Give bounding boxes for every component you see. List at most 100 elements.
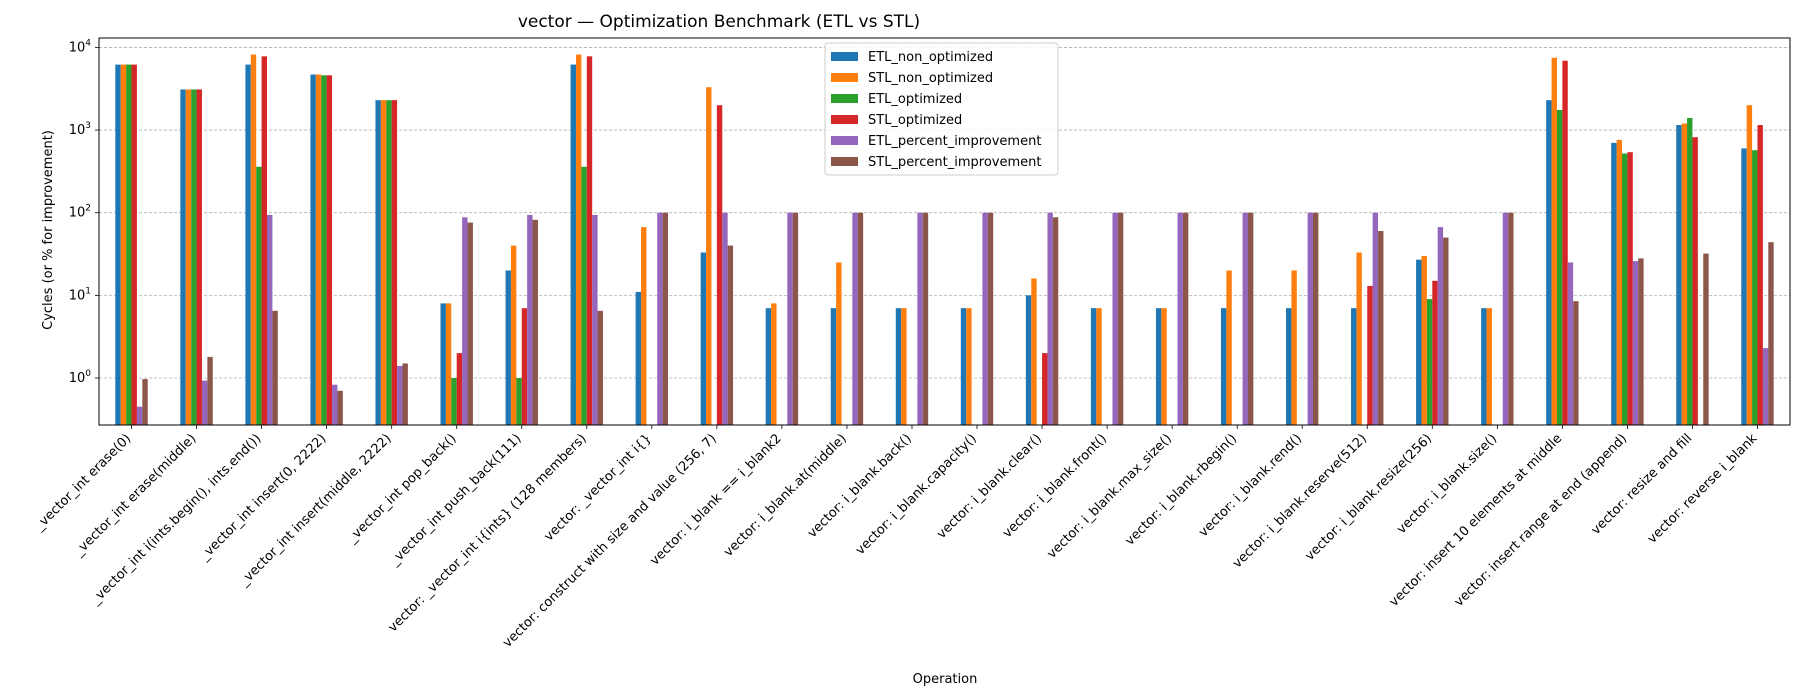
x-axis-label: Operation bbox=[913, 672, 978, 687]
bar bbox=[787, 212, 793, 425]
bar bbox=[1378, 231, 1384, 425]
bar bbox=[1567, 262, 1574, 425]
bar bbox=[706, 87, 712, 426]
bar bbox=[1416, 259, 1422, 425]
bar bbox=[1703, 253, 1709, 425]
legend-entry: STL_non_optimized bbox=[868, 71, 993, 86]
bar bbox=[1242, 212, 1248, 425]
bar bbox=[1546, 100, 1552, 426]
bar bbox=[1042, 353, 1048, 425]
bar bbox=[1437, 227, 1444, 425]
bar bbox=[836, 262, 842, 425]
bar bbox=[380, 100, 387, 426]
bar bbox=[245, 64, 251, 426]
bar bbox=[1226, 270, 1232, 425]
bar bbox=[1367, 285, 1373, 425]
bar bbox=[1443, 237, 1449, 425]
bar bbox=[895, 308, 902, 425]
legend-entry: ETL_optimized bbox=[868, 92, 962, 107]
bar bbox=[575, 54, 582, 426]
bar bbox=[1681, 123, 1688, 426]
bar bbox=[765, 308, 772, 425]
y-tick-label: 102 bbox=[69, 204, 91, 221]
bar bbox=[321, 75, 327, 426]
bar bbox=[315, 74, 322, 426]
bar bbox=[1502, 212, 1509, 425]
bar bbox=[115, 64, 121, 426]
bar bbox=[532, 219, 538, 425]
bar bbox=[1562, 60, 1568, 425]
bar bbox=[261, 56, 267, 425]
bar bbox=[250, 54, 257, 426]
bar bbox=[402, 363, 408, 425]
bar bbox=[510, 245, 517, 425]
bar bbox=[1351, 308, 1357, 425]
bar bbox=[901, 308, 907, 425]
bar bbox=[1611, 142, 1617, 425]
bar bbox=[196, 89, 202, 426]
legend-swatch bbox=[831, 115, 858, 124]
y-tick-label: 100 bbox=[69, 369, 92, 386]
bar bbox=[700, 252, 707, 425]
bar bbox=[1182, 212, 1189, 425]
bar bbox=[1291, 270, 1297, 425]
bar bbox=[1556, 109, 1563, 426]
bar bbox=[635, 291, 642, 425]
plot-frame bbox=[98, 37, 1791, 426]
bar bbox=[1741, 148, 1747, 426]
bar bbox=[180, 89, 186, 426]
bar bbox=[191, 89, 197, 426]
bar bbox=[201, 380, 208, 425]
bar bbox=[1177, 212, 1183, 425]
bar bbox=[1025, 295, 1032, 425]
bar bbox=[857, 212, 864, 425]
chart-title: vector — Optimization Benchmark (ETL vs … bbox=[518, 12, 920, 32]
bar bbox=[722, 212, 728, 425]
bar bbox=[982, 212, 988, 425]
bar bbox=[771, 303, 777, 425]
bar bbox=[126, 64, 132, 426]
bar bbox=[1762, 348, 1769, 425]
bar bbox=[1426, 299, 1433, 425]
bar bbox=[1117, 212, 1124, 425]
bar bbox=[657, 212, 663, 425]
bar bbox=[505, 270, 511, 425]
bar bbox=[960, 308, 967, 425]
bar bbox=[987, 212, 994, 425]
bar bbox=[516, 378, 522, 425]
bar bbox=[1090, 308, 1097, 425]
bar bbox=[521, 308, 528, 425]
bar bbox=[326, 75, 333, 426]
bars-layer bbox=[115, 54, 1774, 426]
bar bbox=[386, 100, 392, 426]
bar bbox=[451, 378, 457, 425]
bar bbox=[445, 303, 452, 425]
y-tick-label: 104 bbox=[69, 38, 92, 55]
bar bbox=[1632, 261, 1639, 425]
bar bbox=[1031, 278, 1037, 425]
legend: ETL_non_optimized STL_non_optimized ETL_op… bbox=[824, 42, 1059, 176]
bar bbox=[1220, 308, 1227, 425]
bar bbox=[1638, 258, 1644, 425]
legend-swatch bbox=[831, 136, 858, 145]
bar bbox=[1616, 139, 1623, 425]
bar bbox=[592, 214, 598, 425]
bar bbox=[1047, 212, 1053, 425]
bar bbox=[1746, 105, 1753, 426]
bar bbox=[1508, 212, 1514, 425]
bar bbox=[310, 74, 316, 426]
bar bbox=[1313, 212, 1319, 425]
bar bbox=[1307, 212, 1314, 425]
bar bbox=[136, 406, 143, 425]
bar bbox=[142, 379, 148, 425]
bar bbox=[120, 64, 127, 426]
bar bbox=[922, 212, 929, 425]
bar bbox=[1372, 212, 1379, 425]
bar bbox=[581, 166, 587, 426]
bar bbox=[1096, 308, 1102, 425]
bar bbox=[467, 222, 473, 425]
legend-entry: ETL_non_optimized bbox=[868, 50, 993, 65]
bar bbox=[375, 100, 381, 426]
bar bbox=[266, 214, 273, 425]
